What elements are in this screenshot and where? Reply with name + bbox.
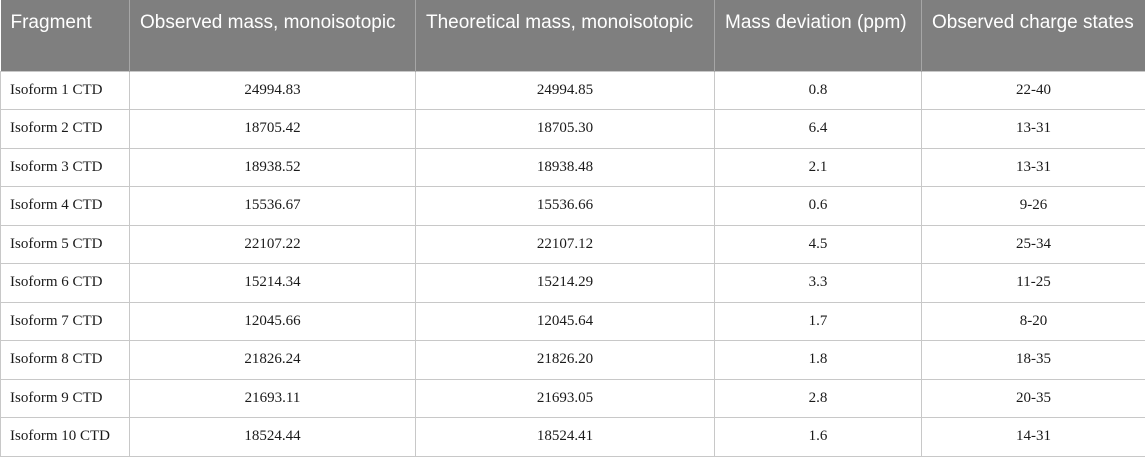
cell-mass-deviation: 1.8 <box>715 341 922 380</box>
cell-observed-mass: 18938.52 <box>130 148 416 187</box>
header-observed-mass: Observed mass, monoisotopic <box>130 0 416 71</box>
cell-charge-states: 25-34 <box>922 225 1145 264</box>
cell-observed-mass: 24994.83 <box>130 71 416 110</box>
table-row: Isoform 2 CTD 18705.42 18705.30 6.4 13-3… <box>1 110 1145 149</box>
cell-observed-mass: 15214.34 <box>130 264 416 303</box>
cell-mass-deviation: 4.5 <box>715 225 922 264</box>
cell-theoretical-mass: 15536.66 <box>416 187 715 226</box>
cell-fragment: Isoform 4 CTD <box>1 187 130 226</box>
header-row: Fragment Observed mass, monoisotopic The… <box>1 0 1145 71</box>
cell-observed-mass: 21693.11 <box>130 379 416 418</box>
cell-charge-states: 14-31 <box>922 418 1145 457</box>
cell-charge-states: 20-35 <box>922 379 1145 418</box>
cell-theoretical-mass: 18524.41 <box>416 418 715 457</box>
cell-charge-states: 9-26 <box>922 187 1145 226</box>
cell-fragment: Isoform 5 CTD <box>1 225 130 264</box>
cell-fragment: Isoform 1 CTD <box>1 71 130 110</box>
table-header: Fragment Observed mass, monoisotopic The… <box>1 0 1145 71</box>
cell-charge-states: 22-40 <box>922 71 1145 110</box>
cell-charge-states: 13-31 <box>922 110 1145 149</box>
cell-fragment: Isoform 3 CTD <box>1 148 130 187</box>
cell-theoretical-mass: 18705.30 <box>416 110 715 149</box>
table-row: Isoform 6 CTD 15214.34 15214.29 3.3 11-2… <box>1 264 1145 303</box>
cell-mass-deviation: 3.3 <box>715 264 922 303</box>
table-row: Isoform 5 CTD 22107.22 22107.12 4.5 25-3… <box>1 225 1145 264</box>
cell-fragment: Isoform 9 CTD <box>1 379 130 418</box>
cell-mass-deviation: 0.8 <box>715 71 922 110</box>
table-row: Isoform 1 CTD 24994.83 24994.85 0.8 22-4… <box>1 71 1145 110</box>
cell-mass-deviation: 2.8 <box>715 379 922 418</box>
table-row: Isoform 7 CTD 12045.66 12045.64 1.7 8-20 <box>1 302 1145 341</box>
cell-theoretical-mass: 22107.12 <box>416 225 715 264</box>
header-theoretical-mass: Theoretical mass, monoisotopic <box>416 0 715 71</box>
cell-mass-deviation: 2.1 <box>715 148 922 187</box>
cell-theoretical-mass: 21826.20 <box>416 341 715 380</box>
cell-observed-mass: 18524.44 <box>130 418 416 457</box>
table-row: Isoform 8 CTD 21826.24 21826.20 1.8 18-3… <box>1 341 1145 380</box>
cell-fragment: Isoform 6 CTD <box>1 264 130 303</box>
cell-observed-mass: 22107.22 <box>130 225 416 264</box>
cell-mass-deviation: 1.7 <box>715 302 922 341</box>
cell-charge-states: 11-25 <box>922 264 1145 303</box>
cell-mass-deviation: 1.6 <box>715 418 922 457</box>
cell-mass-deviation: 0.6 <box>715 187 922 226</box>
header-mass-deviation: Mass deviation (ppm) <box>715 0 922 71</box>
cell-charge-states: 8-20 <box>922 302 1145 341</box>
cell-charge-states: 18-35 <box>922 341 1145 380</box>
cell-observed-mass: 18705.42 <box>130 110 416 149</box>
cell-observed-mass: 15536.67 <box>130 187 416 226</box>
header-charge-states: Observed charge states <box>922 0 1145 71</box>
table-body: Isoform 1 CTD 24994.83 24994.85 0.8 22-4… <box>1 71 1145 456</box>
cell-fragment: Isoform 10 CTD <box>1 418 130 457</box>
table-row: Isoform 9 CTD 21693.11 21693.05 2.8 20-3… <box>1 379 1145 418</box>
cell-fragment: Isoform 7 CTD <box>1 302 130 341</box>
cell-theoretical-mass: 15214.29 <box>416 264 715 303</box>
cell-theoretical-mass: 24994.85 <box>416 71 715 110</box>
cell-fragment: Isoform 2 CTD <box>1 110 130 149</box>
header-fragment: Fragment <box>1 0 130 71</box>
cell-observed-mass: 21826.24 <box>130 341 416 380</box>
cell-observed-mass: 12045.66 <box>130 302 416 341</box>
cell-theoretical-mass: 21693.05 <box>416 379 715 418</box>
cell-mass-deviation: 6.4 <box>715 110 922 149</box>
cell-theoretical-mass: 18938.48 <box>416 148 715 187</box>
table-row: Isoform 3 CTD 18938.52 18938.48 2.1 13-3… <box>1 148 1145 187</box>
table-row: Isoform 4 CTD 15536.67 15536.66 0.6 9-26 <box>1 187 1145 226</box>
table-row: Isoform 10 CTD 18524.44 18524.41 1.6 14-… <box>1 418 1145 457</box>
cell-theoretical-mass: 12045.64 <box>416 302 715 341</box>
cell-charge-states: 13-31 <box>922 148 1145 187</box>
cell-fragment: Isoform 8 CTD <box>1 341 130 380</box>
